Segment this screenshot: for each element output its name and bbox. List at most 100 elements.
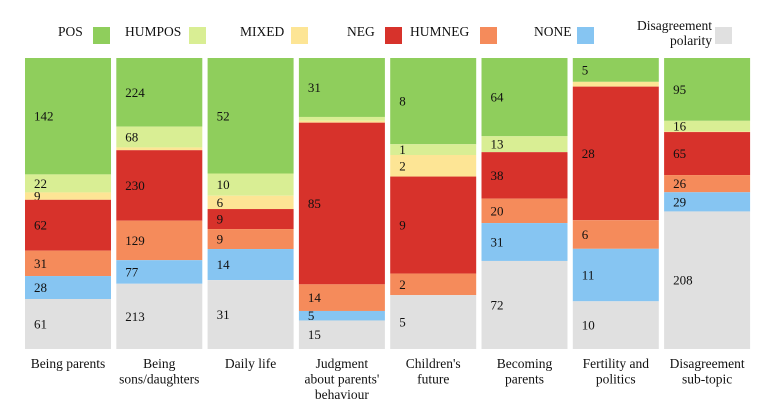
legend-label-line: HUMNEG [410,24,469,39]
data-label: 5 [399,315,406,330]
bar-segment-mixed [572,81,659,87]
legend-label: MIXED [240,24,284,39]
data-label: 95 [673,82,686,97]
data-label: 5 [308,308,315,323]
data-label: 14 [308,290,322,305]
bar-segment-humneg [572,220,659,249]
bar-segment-none [116,260,203,284]
bar-segment-humpos [664,120,751,132]
data-label: 5 [582,62,589,77]
data-label: 9 [34,189,41,204]
category-label-disagreement-sub-topic: Disagreement sub-topic [670,356,745,387]
category-label-line: Judgment [316,356,369,371]
category-label-line: sub-topic [682,372,732,387]
legend-label-line: HUMPOS [125,24,181,39]
category-label-daily-life: Daily life [225,356,276,371]
data-label: 6 [217,195,224,210]
plot-area: 1422296231286122468230129772135210699143… [25,58,751,349]
legend: POS HUMPOS MIXED NEG HUMNEG NONE Disagreement p… [58,18,732,48]
data-label: 129 [125,233,145,248]
data-label: 10 [582,318,595,333]
category-label-line: sons/daughters [119,372,199,387]
bar-segment-none [664,192,751,212]
bar-segment-disagreement-polarity [664,211,751,349]
data-label: 29 [673,194,686,209]
data-label: 2 [399,277,406,292]
category-label-being-sons-daughters: Being sons/daughters [119,356,199,387]
data-label: 31 [34,256,47,271]
data-label: 72 [491,297,504,312]
bar-segment-humneg [664,175,751,193]
bar-segment-humpos [390,144,477,155]
data-label: 208 [673,273,693,288]
data-label: 13 [491,137,504,152]
data-label: 62 [34,218,47,233]
bar-segment-disagreement-polarity [298,320,385,349]
data-label: 9 [399,218,406,233]
legend-label-line: POS [58,24,83,39]
bar-segment-none [298,310,385,321]
bar-segment-disagreement-polarity [207,280,294,349]
bar-group-being-parents: 142 229 62 31 28 61 [25,58,111,349]
bar-group-fertility-and-politics: 5 28 6 11 10 [572,58,659,349]
category-label-line: parents [505,372,544,387]
category-label-children-s-future: Children's future [406,356,461,387]
legend-label: NEG [347,24,375,39]
bar-segment-disagreement-polarity [116,283,203,349]
data-label: 9 [217,212,224,227]
category-label-line: future [417,372,449,387]
category-label-line: Fertility and [583,356,650,371]
data-label: 14 [217,257,231,272]
legend-entry-none: NONE [534,24,594,44]
bar-segment-neg [207,209,294,230]
bar-segment-neg [481,152,568,199]
category-label-line: Daily life [225,356,276,371]
bar-segment-none [207,249,294,281]
bar-segment-mixed [390,155,477,177]
x-axis-labels: Being parents Being sons/daughters Daily li… [31,356,745,402]
legend-entry-humpos: HUMPOS [125,24,206,44]
data-label: 2 [399,158,406,173]
category-label-line: politics [596,372,636,387]
bar-group-being-sons-daughters: 224 68 230 129 77 213 [116,58,203,349]
bar-segment-humpos [298,116,385,121]
bar-segment-humneg [207,229,294,250]
legend-entry-humneg: HUMNEG [410,24,497,44]
data-label: 77 [125,264,139,279]
legend-entry-pos: POS [58,24,110,44]
data-label: 31 [308,80,321,95]
data-label: 64 [491,90,505,105]
category-label-becoming-parents: Becoming parents [497,356,553,387]
data-label: 8 [399,94,406,109]
bar-segment-pos [390,58,477,145]
data-label: 26 [673,176,687,191]
bar-segment-pos [572,58,659,82]
data-label: 15 [308,327,321,342]
bar-segment-mixed [664,131,751,133]
bar-segment-none [481,223,568,261]
legend-swatch [480,27,497,44]
bar-segment-humpos [207,173,294,196]
data-label: 230 [125,178,145,193]
bar-segment-pos [207,58,294,174]
bar-segment-disagreement-polarity [572,301,659,349]
bar-group-daily-life: 52 10 6 9 9 14 31 [207,58,294,349]
bar-group-becoming-parents: 64 13 38 20 31 72 [481,58,568,349]
legend-swatch [189,27,206,44]
bar-segment-disagreement-polarity [481,260,568,349]
category-label-judgment-about-parents-behaviour: Judgment about parents' behaviour [305,356,380,402]
data-label: 65 [673,146,686,161]
bar-segment-pos [664,58,751,121]
bar-segment-neg [116,150,203,221]
category-label-fertility-and-politics: Fertility and politics [583,356,650,387]
category-label-line: Becoming [497,356,553,371]
legend-swatch [93,27,110,44]
category-label-line: Disagreement [670,356,745,371]
legend-label-line: Disagreement [637,18,712,33]
bar-segment-pos [481,58,568,137]
legend-swatch [385,27,402,44]
legend-label: Disagreement polarity [637,18,712,48]
bar-segment-mixed [207,195,294,210]
bar-segment-neg [390,176,477,274]
